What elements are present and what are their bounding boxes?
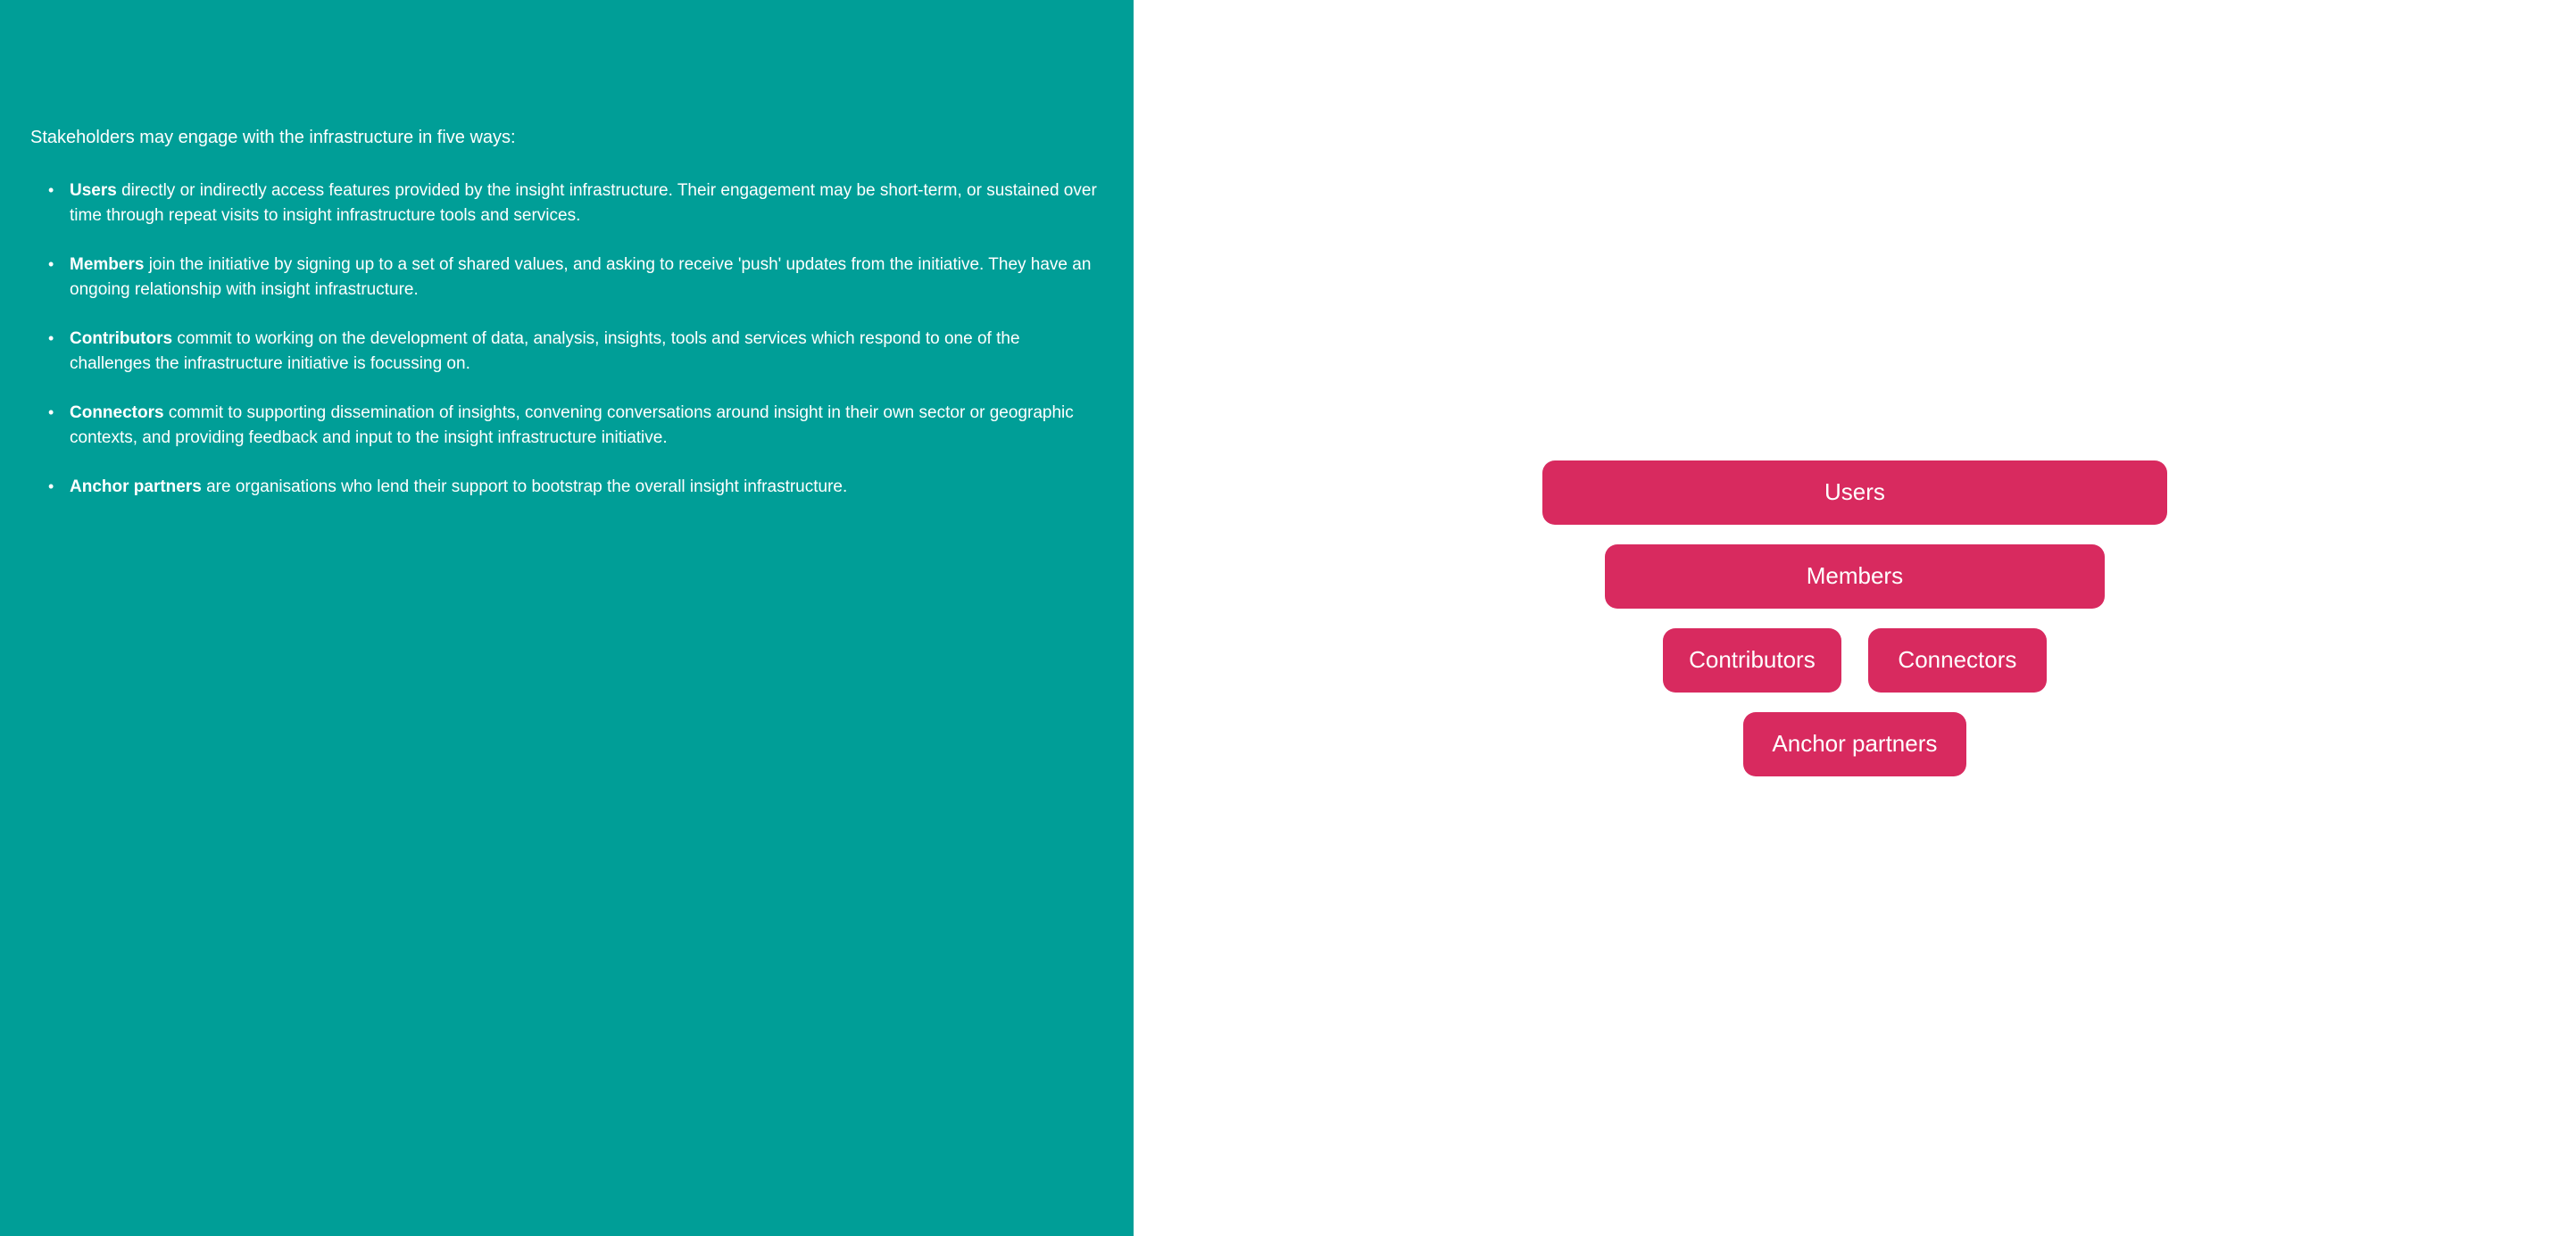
- term-connectors: Connectors: [70, 403, 164, 422]
- term-contributors: Contributors: [70, 329, 172, 348]
- funnel-box-users: Users: [1542, 460, 2167, 525]
- funnel-panel: Users Members Contributors Connectors An…: [1134, 0, 2576, 1236]
- funnel-row-1: Members: [1169, 544, 2540, 609]
- funnel-box-members: Members: [1605, 544, 2105, 609]
- funnel-row-3: Anchor partners: [1169, 712, 2540, 776]
- list-item: Anchor partners are organisations who le…: [66, 475, 1098, 500]
- desc-members: join the initiative by signing up to a s…: [70, 255, 1091, 299]
- desc-connectors: commit to supporting dissemination of in…: [70, 403, 1074, 447]
- list-item: Users directly or indirectly access feat…: [66, 178, 1098, 228]
- term-members: Members: [70, 255, 144, 274]
- funnel-box-connectors: Connectors: [1868, 628, 2047, 693]
- desc-users: directly or indirectly access features p…: [70, 181, 1097, 225]
- funnel-row-0: Users: [1169, 460, 2540, 525]
- funnel-box-anchor-partners: Anchor partners: [1743, 712, 1966, 776]
- text-panel: Stakeholders may engage with the infrast…: [0, 0, 1134, 1236]
- intro-text: Stakeholders may engage with the infrast…: [30, 125, 1098, 150]
- funnel-row-2: Contributors Connectors: [1169, 628, 2540, 693]
- desc-anchor-partners: are organisations who lend their support…: [202, 477, 847, 496]
- list-item: Connectors commit to supporting dissemin…: [66, 401, 1098, 450]
- stakeholder-list: Users directly or indirectly access feat…: [30, 178, 1098, 500]
- desc-contributors: commit to working on the development of …: [70, 329, 1020, 373]
- funnel-box-contributors: Contributors: [1663, 628, 1841, 693]
- term-users: Users: [70, 181, 117, 200]
- list-item: Members join the initiative by signing u…: [66, 253, 1098, 302]
- term-anchor-partners: Anchor partners: [70, 477, 202, 496]
- list-item: Contributors commit to working on the de…: [66, 327, 1098, 376]
